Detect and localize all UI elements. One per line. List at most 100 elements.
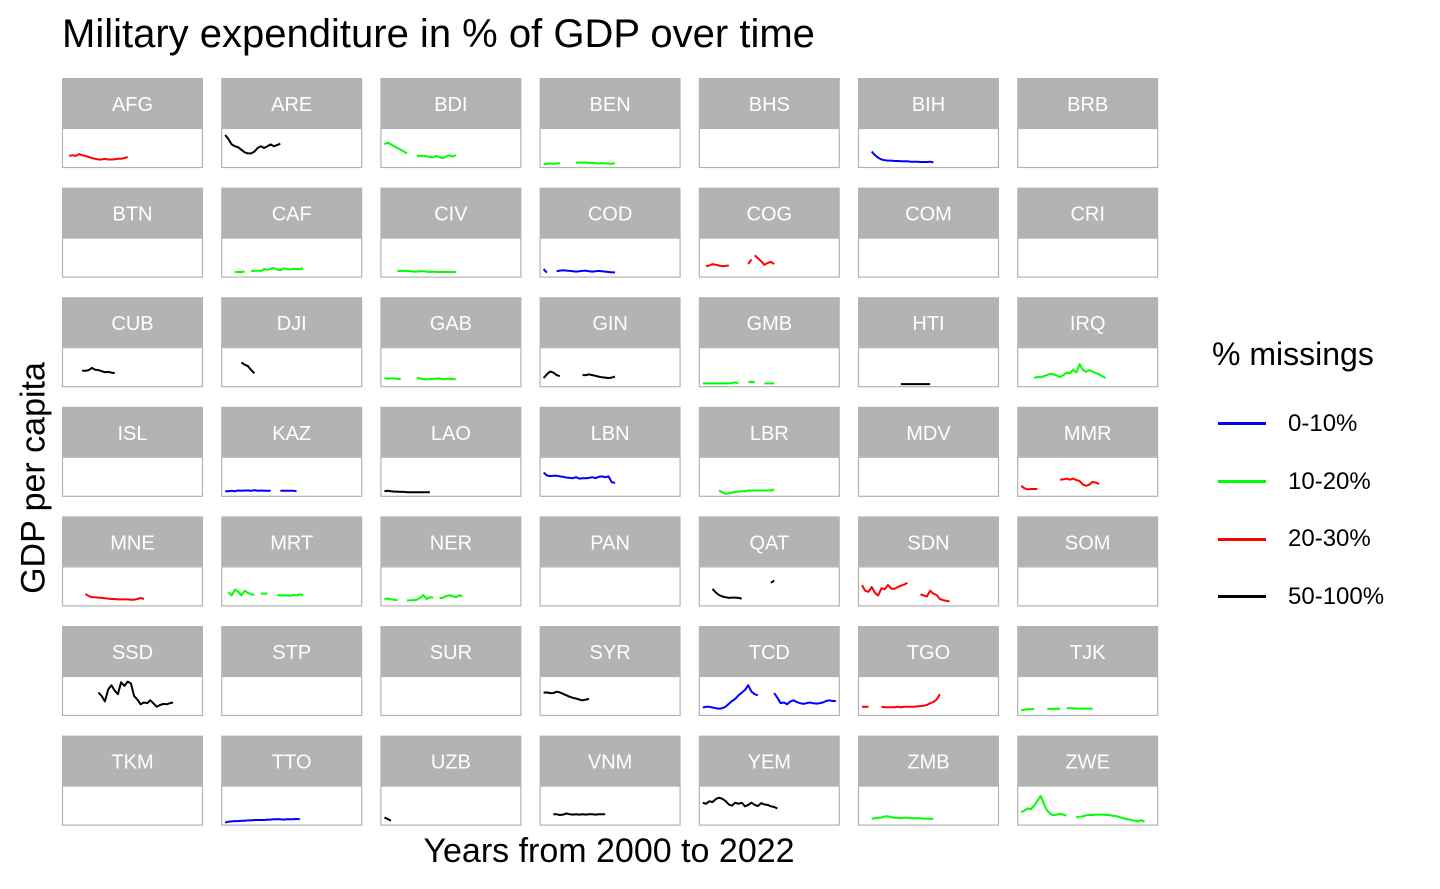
panel-irq: IRQ xyxy=(1017,297,1159,388)
legend-item-0-10: 0-10% xyxy=(1212,395,1384,453)
legend-key-10-20 xyxy=(1218,480,1266,484)
panel-strip-tjk xyxy=(1017,626,1159,676)
series-line-zmb-1 xyxy=(871,815,934,820)
series-line-mrt-3 xyxy=(276,593,304,597)
panel-bdi: BDI xyxy=(380,78,522,169)
series-line-qat-1 xyxy=(711,588,742,600)
series-line-are-1 xyxy=(224,134,281,155)
legend-label-20-30: 20-30% xyxy=(1288,525,1371,553)
panel-tto: TTO xyxy=(221,735,363,826)
series-line-gab-2 xyxy=(416,377,456,381)
panel-label-yem: YEM xyxy=(748,752,791,774)
legend-label-0-10: 0-10% xyxy=(1288,409,1358,437)
panel-strip-gin xyxy=(539,297,681,348)
panel-plot-bdi xyxy=(380,127,522,169)
series-line-ner-1 xyxy=(384,597,398,602)
panel-plot-isl xyxy=(61,456,204,497)
series-line-gmb-1 xyxy=(702,381,739,385)
panel-label-gab: GAB xyxy=(430,313,472,335)
panel-label-sdn: SDN xyxy=(907,532,949,554)
panel-cub: CUB xyxy=(61,297,204,388)
panel-com: COM xyxy=(857,187,1000,278)
legend-item-20-30: 20-30% xyxy=(1212,510,1384,568)
legend-label-10-20: 10-20% xyxy=(1288,467,1371,495)
panel-label-tto: TTO xyxy=(272,752,312,774)
panel-vnm: VNM xyxy=(539,735,681,826)
panel-plot-brb xyxy=(1017,127,1159,169)
panel-plot-ner xyxy=(380,566,522,607)
panel-label-com: COM xyxy=(905,204,952,226)
panel-strip-tcd xyxy=(698,626,840,676)
panel-strip-caf xyxy=(221,187,363,238)
panel-plot-tcd xyxy=(698,675,840,717)
panel-uzb: UZB xyxy=(380,735,522,826)
panel-plot-uzb xyxy=(380,785,522,826)
panel-dji: DJI xyxy=(221,297,363,388)
panel-strip-tgo xyxy=(858,626,999,676)
panel-btn: BTN xyxy=(61,187,204,278)
panel-strip-cod xyxy=(539,187,681,238)
panel-plot-tjk xyxy=(1017,675,1159,717)
series-line-cog-3 xyxy=(754,254,775,266)
series-line-dji-1 xyxy=(240,361,256,375)
series-line-zwe-1 xyxy=(1020,794,1067,817)
series-line-ssd-1 xyxy=(97,680,174,708)
panel-bhs: BHS xyxy=(698,78,840,169)
chart-title: Military expenditure in % of GDP over ti… xyxy=(62,12,815,56)
panel-strip-hti xyxy=(858,297,999,348)
panel-plot-lao xyxy=(380,456,522,497)
series-line-mne-1 xyxy=(84,593,145,601)
series-line-kaz-1 xyxy=(225,489,271,493)
panel-strip-irq xyxy=(1017,297,1159,348)
panel-cog: COG xyxy=(698,187,840,278)
panel-plot-som xyxy=(1017,566,1159,607)
series-line-vnm-1 xyxy=(553,812,606,816)
panel-syr: SYR xyxy=(539,626,681,717)
panel-strip-qat xyxy=(698,516,840,567)
panel-strip-bhs xyxy=(698,78,840,128)
series-line-bdi-1 xyxy=(383,141,408,155)
panel-label-pan: PAN xyxy=(590,532,630,554)
panel-label-caf: CAF xyxy=(272,204,312,226)
panel-label-ssd: SSD xyxy=(112,642,153,664)
panel-civ: CIV xyxy=(380,187,522,278)
panel-strip-are xyxy=(221,78,363,128)
legend: % missings 0-10% 10-20% 20-30% 50-100% xyxy=(1212,336,1384,626)
series-line-cog-2 xyxy=(747,258,753,265)
panel-label-btn: BTN xyxy=(113,204,153,226)
panel-strip-mdv xyxy=(858,406,999,457)
panel-strip-kaz xyxy=(221,406,363,457)
panel-plot-cog xyxy=(698,237,840,278)
panel-label-cod: COD xyxy=(588,204,632,226)
panel-label-are: ARE xyxy=(271,94,312,116)
panel-label-qat: QAT xyxy=(749,532,789,554)
panel-strip-isl xyxy=(62,406,203,457)
panel-label-tjk: TJK xyxy=(1070,642,1106,664)
panel-plot-mmr xyxy=(1017,456,1159,497)
panel-zwe: ZWE xyxy=(1017,735,1159,826)
panel-strip-ben xyxy=(539,78,681,128)
series-line-ben-1 xyxy=(543,162,560,166)
series-line-yem-1 xyxy=(702,796,778,810)
panel-plot-tkm xyxy=(61,785,204,826)
panel-strip-cri xyxy=(1017,187,1159,238)
series-line-gab-1 xyxy=(384,377,401,381)
panel-label-bdi: BDI xyxy=(434,94,467,116)
panel-plot-mrt xyxy=(221,566,363,607)
panel-strip-syr xyxy=(539,626,681,676)
panel-plot-ben xyxy=(539,127,681,169)
series-line-irq-1 xyxy=(1033,363,1106,379)
series-line-gin-2 xyxy=(582,373,616,379)
panel-plot-btn xyxy=(61,237,204,278)
panel-plot-are xyxy=(221,127,363,169)
panel-strip-uzb xyxy=(380,735,522,786)
panel-label-ner: NER xyxy=(430,532,472,554)
panel-label-zwe: ZWE xyxy=(1065,752,1109,774)
panel-are: ARE xyxy=(221,78,363,169)
panel-bih: BIH xyxy=(857,78,1000,169)
series-line-cub-1 xyxy=(82,366,115,374)
panel-strip-ssd xyxy=(62,626,203,676)
legend-label-50-100: 50-100% xyxy=(1288,582,1385,610)
panel-strip-gmb xyxy=(698,297,840,348)
series-line-tgo-2 xyxy=(881,693,941,709)
